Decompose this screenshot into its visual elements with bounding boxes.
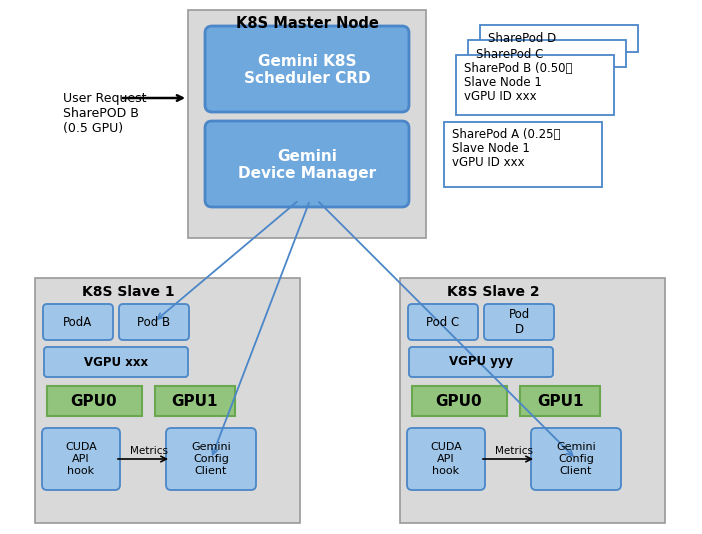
Text: vGPU ID xxx: vGPU ID xxx [452, 156, 524, 169]
Bar [188, 10, 426, 238]
Text: CUDA
API
hook: CUDA API hook [65, 442, 97, 476]
FancyBboxPatch shape [119, 304, 189, 340]
FancyBboxPatch shape [42, 428, 120, 490]
Text: Metrics: Metrics [495, 446, 533, 456]
FancyBboxPatch shape [409, 347, 553, 377]
Text: Slave Node 1: Slave Node 1 [452, 143, 530, 155]
FancyBboxPatch shape [205, 121, 409, 207]
Bar [47, 386, 142, 416]
Text: User Request
SharePOD B
(0.5 GPU): User Request SharePOD B (0.5 GPU) [63, 92, 147, 135]
Text: GPU1: GPU1 [537, 394, 583, 409]
FancyBboxPatch shape [484, 304, 554, 340]
Text: Gemini
Config
Client: Gemini Config Client [556, 442, 596, 476]
FancyBboxPatch shape [205, 26, 409, 112]
Text: GPU0: GPU0 [71, 394, 117, 409]
Text: PodA: PodA [63, 316, 93, 328]
Bar [520, 386, 600, 416]
Text: K8S Slave 2: K8S Slave 2 [447, 285, 540, 299]
Text: GPU0: GPU0 [436, 394, 482, 409]
Text: Pod C: Pod C [426, 316, 460, 328]
FancyBboxPatch shape [44, 347, 188, 377]
Text: Pod
D: Pod D [508, 308, 529, 336]
Text: Gemini
Config
Client: Gemini Config Client [191, 442, 231, 476]
Text: SharePod C: SharePod C [476, 48, 543, 60]
Bar [480, 25, 638, 52]
FancyBboxPatch shape [408, 304, 478, 340]
FancyBboxPatch shape [407, 428, 485, 490]
Bar [456, 55, 614, 115]
Text: Slave Node 1: Slave Node 1 [464, 75, 542, 89]
FancyBboxPatch shape [531, 428, 621, 490]
Text: GPU1: GPU1 [172, 394, 218, 409]
Text: K8S Slave 1: K8S Slave 1 [82, 285, 175, 299]
FancyBboxPatch shape [43, 304, 113, 340]
Text: SharePod D: SharePod D [488, 33, 556, 45]
Text: vGPU ID xxx: vGPU ID xxx [464, 90, 536, 103]
Text: CUDA
API
hook: CUDA API hook [430, 442, 462, 476]
Text: VGPU yyy: VGPU yyy [449, 356, 513, 368]
Bar [412, 386, 507, 416]
Bar [155, 386, 235, 416]
Text: Gemini K8S
Scheduler CRD: Gemini K8S Scheduler CRD [244, 54, 371, 86]
Bar [35, 278, 300, 523]
Text: Gemini
Device Manager: Gemini Device Manager [238, 149, 376, 181]
Bar [468, 40, 626, 67]
Bar [400, 278, 665, 523]
FancyBboxPatch shape [166, 428, 256, 490]
Text: VGPU xxx: VGPU xxx [84, 356, 148, 368]
Bar [444, 122, 602, 187]
Text: SharePod B (0.50）: SharePod B (0.50） [464, 61, 573, 75]
Text: Metrics: Metrics [130, 446, 168, 456]
Text: K8S Master Node: K8S Master Node [236, 17, 378, 32]
Text: Pod B: Pod B [138, 316, 171, 328]
Text: SharePod A (0.25）: SharePod A (0.25） [452, 129, 560, 142]
